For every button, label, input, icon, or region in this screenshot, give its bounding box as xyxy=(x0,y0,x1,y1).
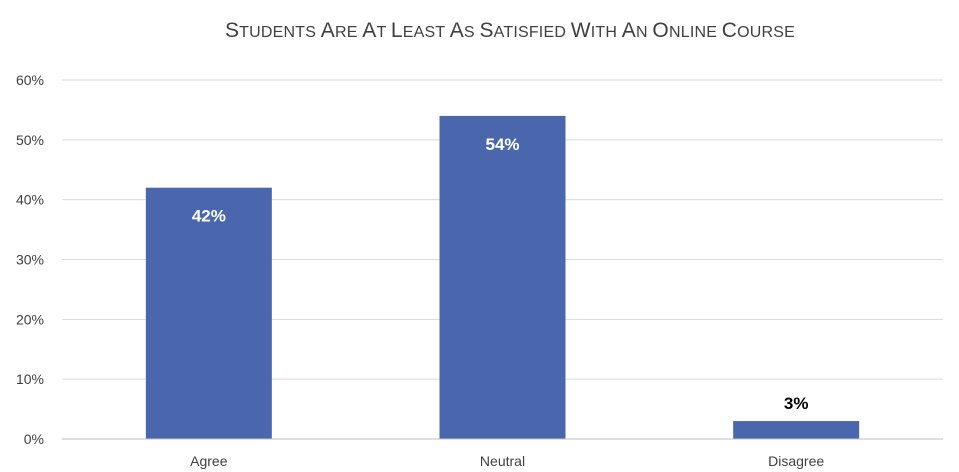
y-tick-label: 50% xyxy=(16,132,44,148)
data-labels: 42% 54% 3% xyxy=(192,135,809,413)
data-label-neutral: 54% xyxy=(485,135,519,154)
bar-agree xyxy=(145,187,272,439)
y-tick-label: 20% xyxy=(16,311,44,327)
y-tick-label: 40% xyxy=(16,192,44,208)
bars xyxy=(145,115,860,440)
data-label-agree: 42% xyxy=(192,207,226,226)
y-tick-label: 60% xyxy=(16,72,44,88)
chart-title: STUDENTS ARE AT LEAST AS SATISFIED WITH … xyxy=(225,19,795,42)
x-axis: Agree Neutral Disagree xyxy=(62,438,943,469)
x-category-label: Agree xyxy=(190,453,228,469)
bar-disagree xyxy=(733,421,860,439)
y-tick-label: 10% xyxy=(16,371,44,387)
chart-title-group: STUDENTS ARE AT LEAST AS SATISFIED WITH … xyxy=(225,19,795,42)
x-category-label: Disagree xyxy=(768,453,824,469)
x-category-label: Neutral xyxy=(480,453,525,469)
y-axis-ticks: 0% 10% 20% 30% 40% 50% 60% xyxy=(16,72,44,447)
data-label-disagree: 3% xyxy=(784,394,809,413)
bar-neutral xyxy=(439,115,566,440)
y-tick-label: 30% xyxy=(16,252,44,268)
y-tick-label: 0% xyxy=(24,431,44,447)
